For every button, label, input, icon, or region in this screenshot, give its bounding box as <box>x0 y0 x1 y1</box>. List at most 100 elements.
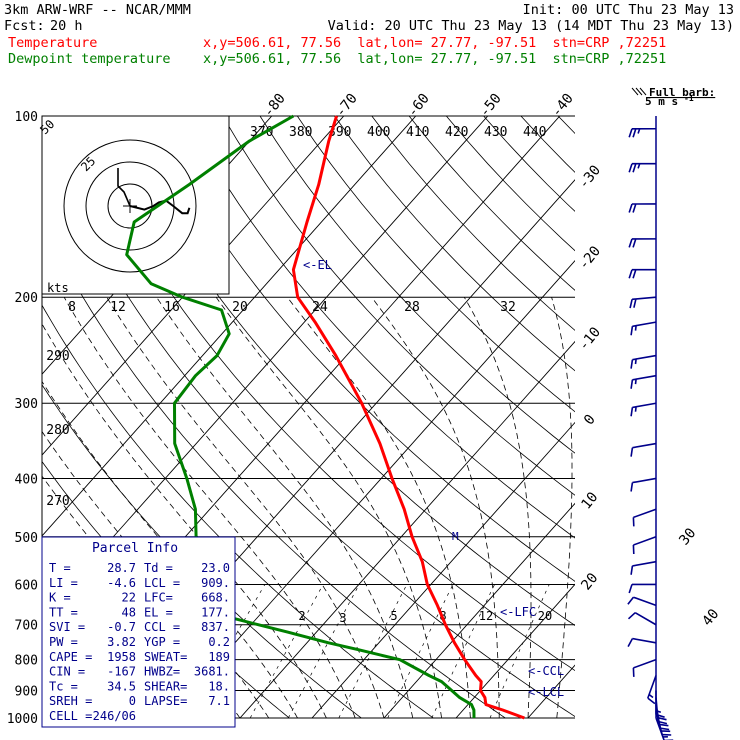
wind-barb <box>630 374 657 389</box>
dry-adiabat <box>42 220 506 718</box>
parcel-info-value: 1958 <box>107 650 136 664</box>
dry-adiabat <box>147 116 575 582</box>
isotherm-label: 40 <box>699 606 722 629</box>
parcel-info-key: T = <box>49 561 71 575</box>
lfc-marker: <-LFC <box>500 605 536 619</box>
moist-adiabat <box>215 296 442 718</box>
wind-barb <box>630 321 657 336</box>
wind-barb <box>632 658 657 677</box>
parcel-info-key: LCL = <box>144 576 180 590</box>
melting-marker: M <box>452 530 459 543</box>
dry-adiabat <box>296 116 575 413</box>
wind-barb <box>629 296 657 309</box>
hodograph-ring <box>63 139 197 273</box>
parcel-info-key: CAPE = <box>49 650 92 664</box>
parcel-info-key: Tc = <box>49 679 78 693</box>
dry-adiabat <box>222 116 575 496</box>
parcel-info-value: 189 <box>208 650 230 664</box>
dry-adiabat <box>42 304 434 718</box>
isotherm-label: -20 <box>576 243 604 273</box>
parcel-info-key: YGP = <box>144 635 180 649</box>
wind-barb <box>630 354 657 369</box>
isotherm-label: -10 <box>576 324 604 354</box>
barb-legend-title: Full barb: <box>649 86 715 99</box>
theta-label: 280 <box>46 423 69 438</box>
parcel-info-key: SVI = <box>49 620 85 634</box>
barb-legend-units-exponent: -1 <box>684 94 694 103</box>
parcel-info-key: HWBZ= <box>144 665 180 679</box>
dry-adiabat <box>334 116 575 372</box>
parcel-info-key: CELL = <box>49 709 92 723</box>
temperature-station-info: x,y=506.61, 77.56 lat,lon= 27.77, -97.51… <box>203 35 667 51</box>
parcel-info-panel <box>41 536 236 728</box>
parcel-info-key: LFC= <box>144 591 173 605</box>
parcel-info-key: LAPSE= <box>144 694 187 708</box>
valid-time: Valid: 20 UTC Thu 23 May 13 (14 MDT Thu … <box>327 18 734 34</box>
barb-legend-icon <box>631 87 647 96</box>
isotherm-label: 30 <box>676 525 699 548</box>
parcel-info-value: 668. <box>201 591 230 605</box>
wind-barb <box>632 508 657 527</box>
plot-area <box>42 116 740 718</box>
isotherm <box>455 583 575 718</box>
forecast-hours: 20 h <box>50 18 83 34</box>
wind-barb <box>647 675 657 705</box>
parcel-info-key: K = <box>49 591 71 605</box>
pressure-tick-label: 100 <box>15 110 38 125</box>
pressure-tick-label: 300 <box>15 397 38 412</box>
parcel-info-value: 48 <box>122 605 136 619</box>
wind-barb <box>630 560 657 575</box>
dewpoint-station-info: x,y=506.61, 77.56 lat,lon= 27.77, -97.51… <box>203 51 667 67</box>
parcel-info-value: 0.2 <box>208 635 230 649</box>
mixing-ratio-label: 28 <box>404 300 420 315</box>
mixing-ratio-label: 12 <box>110 300 126 315</box>
isotherm <box>42 116 417 537</box>
model-title: 3km ARW-WRF -- NCAR/MMM <box>4 2 191 18</box>
el-marker: <-EL <box>303 258 332 272</box>
theta-label: 430 <box>484 125 507 140</box>
parcel-info-key: TT = <box>49 605 78 619</box>
parcel-info-value: 23.0 <box>201 561 230 575</box>
wind-barb <box>628 127 657 138</box>
wind-barb <box>655 690 665 718</box>
isotherm-label: 20 <box>578 570 601 593</box>
mixing-ratio-label: 3 <box>339 611 346 625</box>
isotherm-label: 10 <box>578 489 601 512</box>
mixing-ratio-label: 16 <box>164 300 180 315</box>
wind-barb <box>627 612 657 626</box>
parcel-info-value: 22 <box>122 591 136 605</box>
forecast-label: Fcst: <box>4 18 45 34</box>
isotherm-label: 0 <box>581 412 599 429</box>
parcel-info-value: -167 <box>107 665 136 679</box>
parcel-info-key: LI = <box>49 576 78 590</box>
moist-adiabat <box>42 380 298 718</box>
legend-temperature: Temperature <box>8 35 98 51</box>
mixing-ratio-line <box>249 584 324 718</box>
isotherm <box>167 260 575 718</box>
pressure-tick-label: 500 <box>15 531 38 546</box>
pressure-tick-label: 700 <box>15 619 38 634</box>
pressure-tick-label: 200 <box>15 291 38 306</box>
barb-legend-units: 5 m s <box>645 95 678 108</box>
parcel-info-value: 18. <box>208 679 230 693</box>
parcel-info-key: SHEAR= <box>144 679 187 693</box>
ccl-marker: <-CCL <box>528 664 564 678</box>
theta-label: 420 <box>445 125 468 140</box>
isotherm <box>527 664 575 718</box>
wind-barb <box>630 442 657 457</box>
dry-adiabat <box>259 116 575 454</box>
isotherm <box>600 116 740 718</box>
parcel-info-value: 28.7 <box>107 561 136 575</box>
parcel-info-key: CCL = <box>144 620 180 634</box>
dry-adiabat <box>42 129 575 717</box>
parcel-info-value: 246/06 <box>93 709 136 723</box>
theta-label: 400 <box>367 125 390 140</box>
wind-barb <box>628 268 657 279</box>
parcel-info-value: 7.1 <box>208 694 230 708</box>
parcel-info-value: 0 <box>129 694 136 708</box>
dry-adiabat <box>110 116 575 626</box>
mixing-ratio-line <box>338 584 408 718</box>
mixing-ratio-label: 24 <box>312 300 328 315</box>
wind-barb <box>628 203 657 213</box>
